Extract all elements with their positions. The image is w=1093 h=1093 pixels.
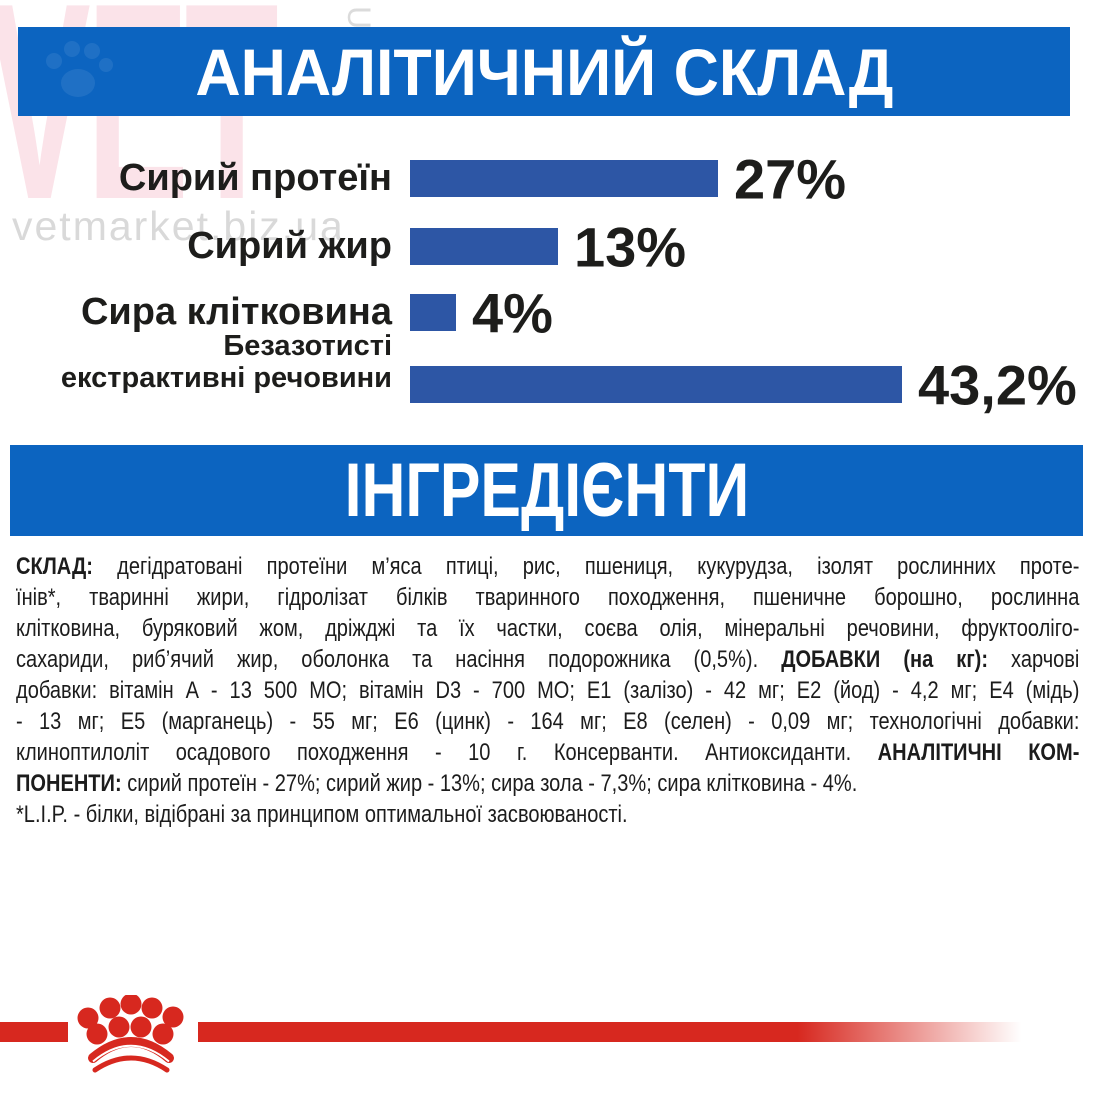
bar-crude-protein [410, 160, 718, 197]
section-title-ingredients: ІНГРЕДІЄНТИ [344, 448, 749, 533]
section-title-analytical-composition: АНАЛІТИЧНИЙ СКЛАД [194, 34, 894, 109]
bar-label-crude-fat: Сирий жир [187, 225, 392, 267]
line-text: - 13 мг; Е5 (марганець) - 55 мг; Е6 (цин… [16, 708, 1080, 735]
line-text: їнів*, тваринні жири, гідролізат білків … [16, 584, 1080, 611]
ingredients-text-lines: СКЛАД: дегідратовані протеїни м’яса птиц… [16, 551, 1079, 830]
line-text: клітковина, буряковий жом, дріжджі та їх… [16, 615, 1080, 642]
bar-label-line-1: Безазотисті [223, 330, 392, 362]
composition-heading: СКЛАД: [16, 553, 93, 580]
bar-value-crude-protein: 27% [734, 147, 847, 210]
ingredients-line: клиноптилоліт осадового походження - 10 … [16, 737, 1079, 768]
bar-label-crude-protein: Сирий протеїн [118, 157, 392, 199]
ingredients-banner: ІНГРЕДІЄНТИ [10, 445, 1083, 536]
chart-row-crude-fiber: Сира клітковина 4% [0, 281, 1093, 344]
ingredients-line: сахариди, риб’ячий жир, оболонка та насі… [16, 644, 1079, 675]
chart-row-crude-fat: Сирий жир 13% [0, 215, 1093, 278]
ingredients-line: - 13 мг; Е5 (марганець) - 55 мг; Е6 (цин… [16, 706, 1079, 737]
bar-value-crude-fat: 13% [574, 215, 687, 278]
bar-label-crude-fiber: Сира клітковина [80, 291, 392, 333]
bar-value-nitrogen-free-extractives: 43,2% [918, 353, 1077, 416]
analytical-composition-chart: Сирий протеїн 27% Сирий жир 13% Сира клі… [0, 140, 1093, 430]
line-text: дегідратовані протеїни м’яса птиці, рис,… [92, 553, 1080, 580]
chart-row-crude-protein: Сирий протеїн 27% [0, 147, 1093, 210]
lip-footnote: *L.I.P. - білки, відібрані за принципом … [16, 799, 1079, 830]
ingredients-line: ПОНЕНТИ: сирий протеїн - 27%; сирий жир … [16, 768, 1079, 799]
analytical-components-heading: ПОНЕНТИ: [16, 770, 122, 797]
line-text: *L.I.P. - білки, відібрані за принципом … [16, 801, 628, 828]
line-text: добавки: вітамін А - 13 500 МО; вітамін … [16, 677, 1080, 704]
paw-watermark-icon [46, 41, 113, 97]
line-text: сирий протеїн - 27%; сирий жир - 13%; си… [121, 770, 858, 797]
bar-label-line-2: екстрактивні речовини [60, 362, 392, 394]
footer-red-line-right [198, 1022, 1093, 1042]
ingredients-line: їнів*, тваринні жири, гідролізат білків … [16, 582, 1079, 613]
ingredients-line: клітковина, буряковий жом, дріжджі та їх… [16, 613, 1079, 644]
footer-red-line-left [0, 1022, 68, 1042]
bar-crude-fiber [410, 294, 456, 331]
bar-value-crude-fiber: 4% [472, 281, 553, 344]
line-text: сахариди, риб’ячий жир, оболонка та насі… [16, 646, 782, 673]
chart-row-nitrogen-free-extractives: 43,2% [0, 353, 1093, 416]
royal-canin-crown-logo [77, 995, 184, 1073]
ingredients-line: добавки: вітамін А - 13 500 МО; вітамін … [16, 675, 1079, 706]
line-text: харчові [988, 646, 1080, 673]
bar-crude-fat [410, 228, 558, 265]
analytical-composition-banner: АНАЛІТИЧНИЙ СКЛАД [18, 27, 1070, 116]
additives-heading: ДОБАВКИ (на кг): [781, 646, 989, 673]
bar-label-nitrogen-free-extractives: Безазотисті екстрактивні речовини [61, 330, 392, 394]
ingredients-line: СКЛАД: дегідратовані протеїни м’яса птиц… [16, 551, 1079, 582]
ingredients-text-block: СКЛАД: дегідратовані протеїни м’яса птиц… [16, 551, 1080, 843]
analytical-components-heading: АНАЛІТИЧНІ КОМ- [877, 739, 1080, 766]
bar-nitrogen-free-extractives [410, 366, 902, 403]
watermark-site-url: vetmarket.biz.ua [12, 203, 345, 249]
line-text: клиноптилоліт осадового походження - 10 … [16, 739, 878, 766]
